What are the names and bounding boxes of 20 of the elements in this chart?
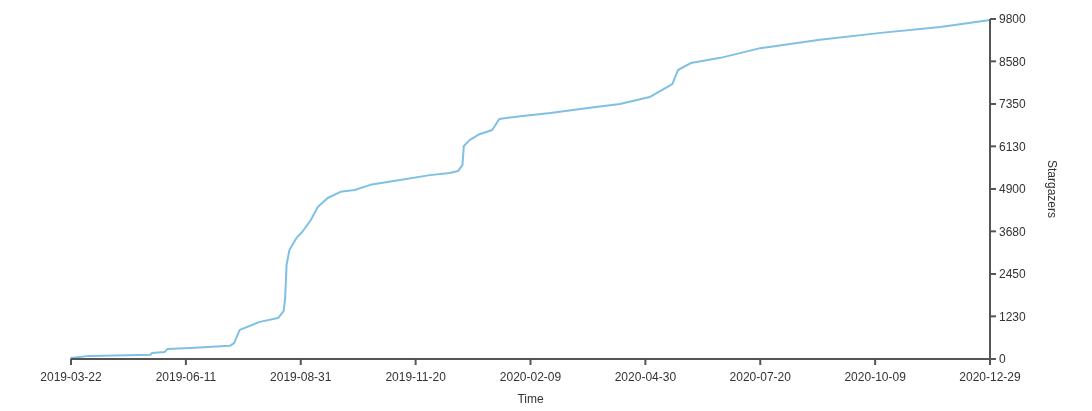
x-tick-label: 2019-08-31	[270, 370, 332, 384]
y-tick-label: 7350	[999, 97, 1027, 112]
x-tick-label: 2020-02-09	[499, 370, 562, 384]
y-tick-label: 3680	[999, 224, 1027, 239]
x-tick-label: 2020-07-20	[729, 370, 792, 384]
y-tick-label: 2450	[999, 267, 1027, 282]
x-tick-label: 2019-11-20	[385, 370, 447, 384]
y-tick-label: 6130	[999, 139, 1027, 154]
x-tick-label: 2020-04-30	[614, 370, 677, 384]
y-tick-label: 1230	[999, 309, 1027, 324]
y-axis-title: Stargazers	[1045, 159, 1059, 219]
x-axis-title: Time	[517, 392, 544, 406]
x-tick-label: 2020-12-29	[959, 370, 1022, 384]
y-tick-label: 9800	[999, 12, 1027, 27]
x-tick-label: 2019-06-11	[155, 370, 217, 384]
y-tick-label: 0	[999, 352, 1006, 367]
x-tick-label: 2019-03-22	[40, 370, 103, 384]
y-tick-label: 8580	[999, 54, 1027, 69]
x-tick-label: 2020-10-09	[844, 370, 907, 384]
y-tick-label: 4900	[999, 182, 1027, 197]
